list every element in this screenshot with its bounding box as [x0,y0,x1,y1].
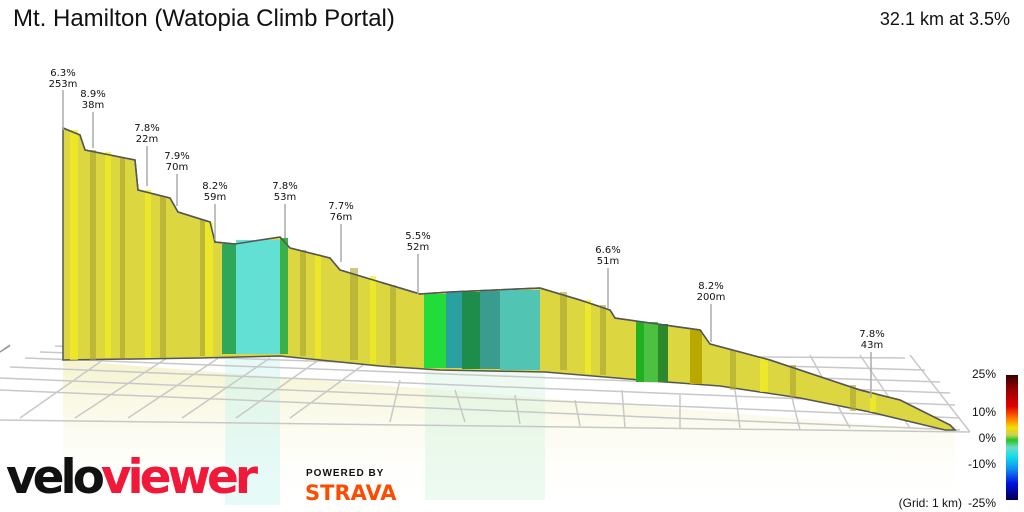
svg-text:59m: 59m [204,192,226,203]
svg-text:76m: 76m [330,212,352,223]
svg-text:52m: 52m [407,242,429,253]
page-title: Mt. Hamilton (Watopia Climb Portal) [13,5,395,32]
logo-viewer: viewer [100,450,258,505]
strava-logo[interactable]: STRAVA [305,481,397,505]
svg-text:8.9%: 8.9% [80,89,105,100]
legend-tick-0: 0% [978,431,996,445]
svg-text:8.2%: 8.2% [202,181,227,192]
grid-scale-note: (Grid: 1 km) [898,496,962,510]
svg-text:7.8%: 7.8% [272,181,297,192]
svg-text:22m: 22m [136,134,158,145]
svg-text:43m: 43m [861,340,883,351]
logo-velo: velo [6,450,105,505]
legend-tick-10: 10% [971,405,996,419]
svg-text:253m: 253m [49,79,78,90]
climb-summary: 32.1 km at 3.5% [879,9,1010,29]
legend-tick-25: 25% [971,367,996,381]
annotation-labels: 6.3% 253m 8.9% 38m 7.8% 22m 7.9% 70m 8.2… [49,68,885,351]
powered-by-label: POWERED BY [306,468,385,479]
annotations [62,90,872,398]
svg-text:6.3%: 6.3% [50,68,75,79]
svg-text:7.7%: 7.7% [328,201,353,212]
veloviewer-logo[interactable]: veloviewer [6,450,258,506]
svg-text:70m: 70m [166,162,188,173]
svg-text:8.2%: 8.2% [698,281,723,292]
svg-text:6.6%: 6.6% [595,245,620,256]
svg-text:53m: 53m [274,192,296,203]
svg-text:200m: 200m [697,292,726,303]
profile-reflection [63,355,955,512]
svg-text:5.5%: 5.5% [405,231,430,242]
profile-wall [62,126,957,431]
legend-tick-neg10: -10% [967,457,996,471]
svg-text:51m: 51m [597,256,619,267]
svg-text:7.8%: 7.8% [134,123,159,134]
gradient-color-legend [1006,375,1018,500]
svg-text:7.8%: 7.8% [859,329,884,340]
svg-text:38m: 38m [82,100,104,111]
legend-tick-neg25: -25% [967,496,996,510]
svg-text:7.9%: 7.9% [164,151,189,162]
